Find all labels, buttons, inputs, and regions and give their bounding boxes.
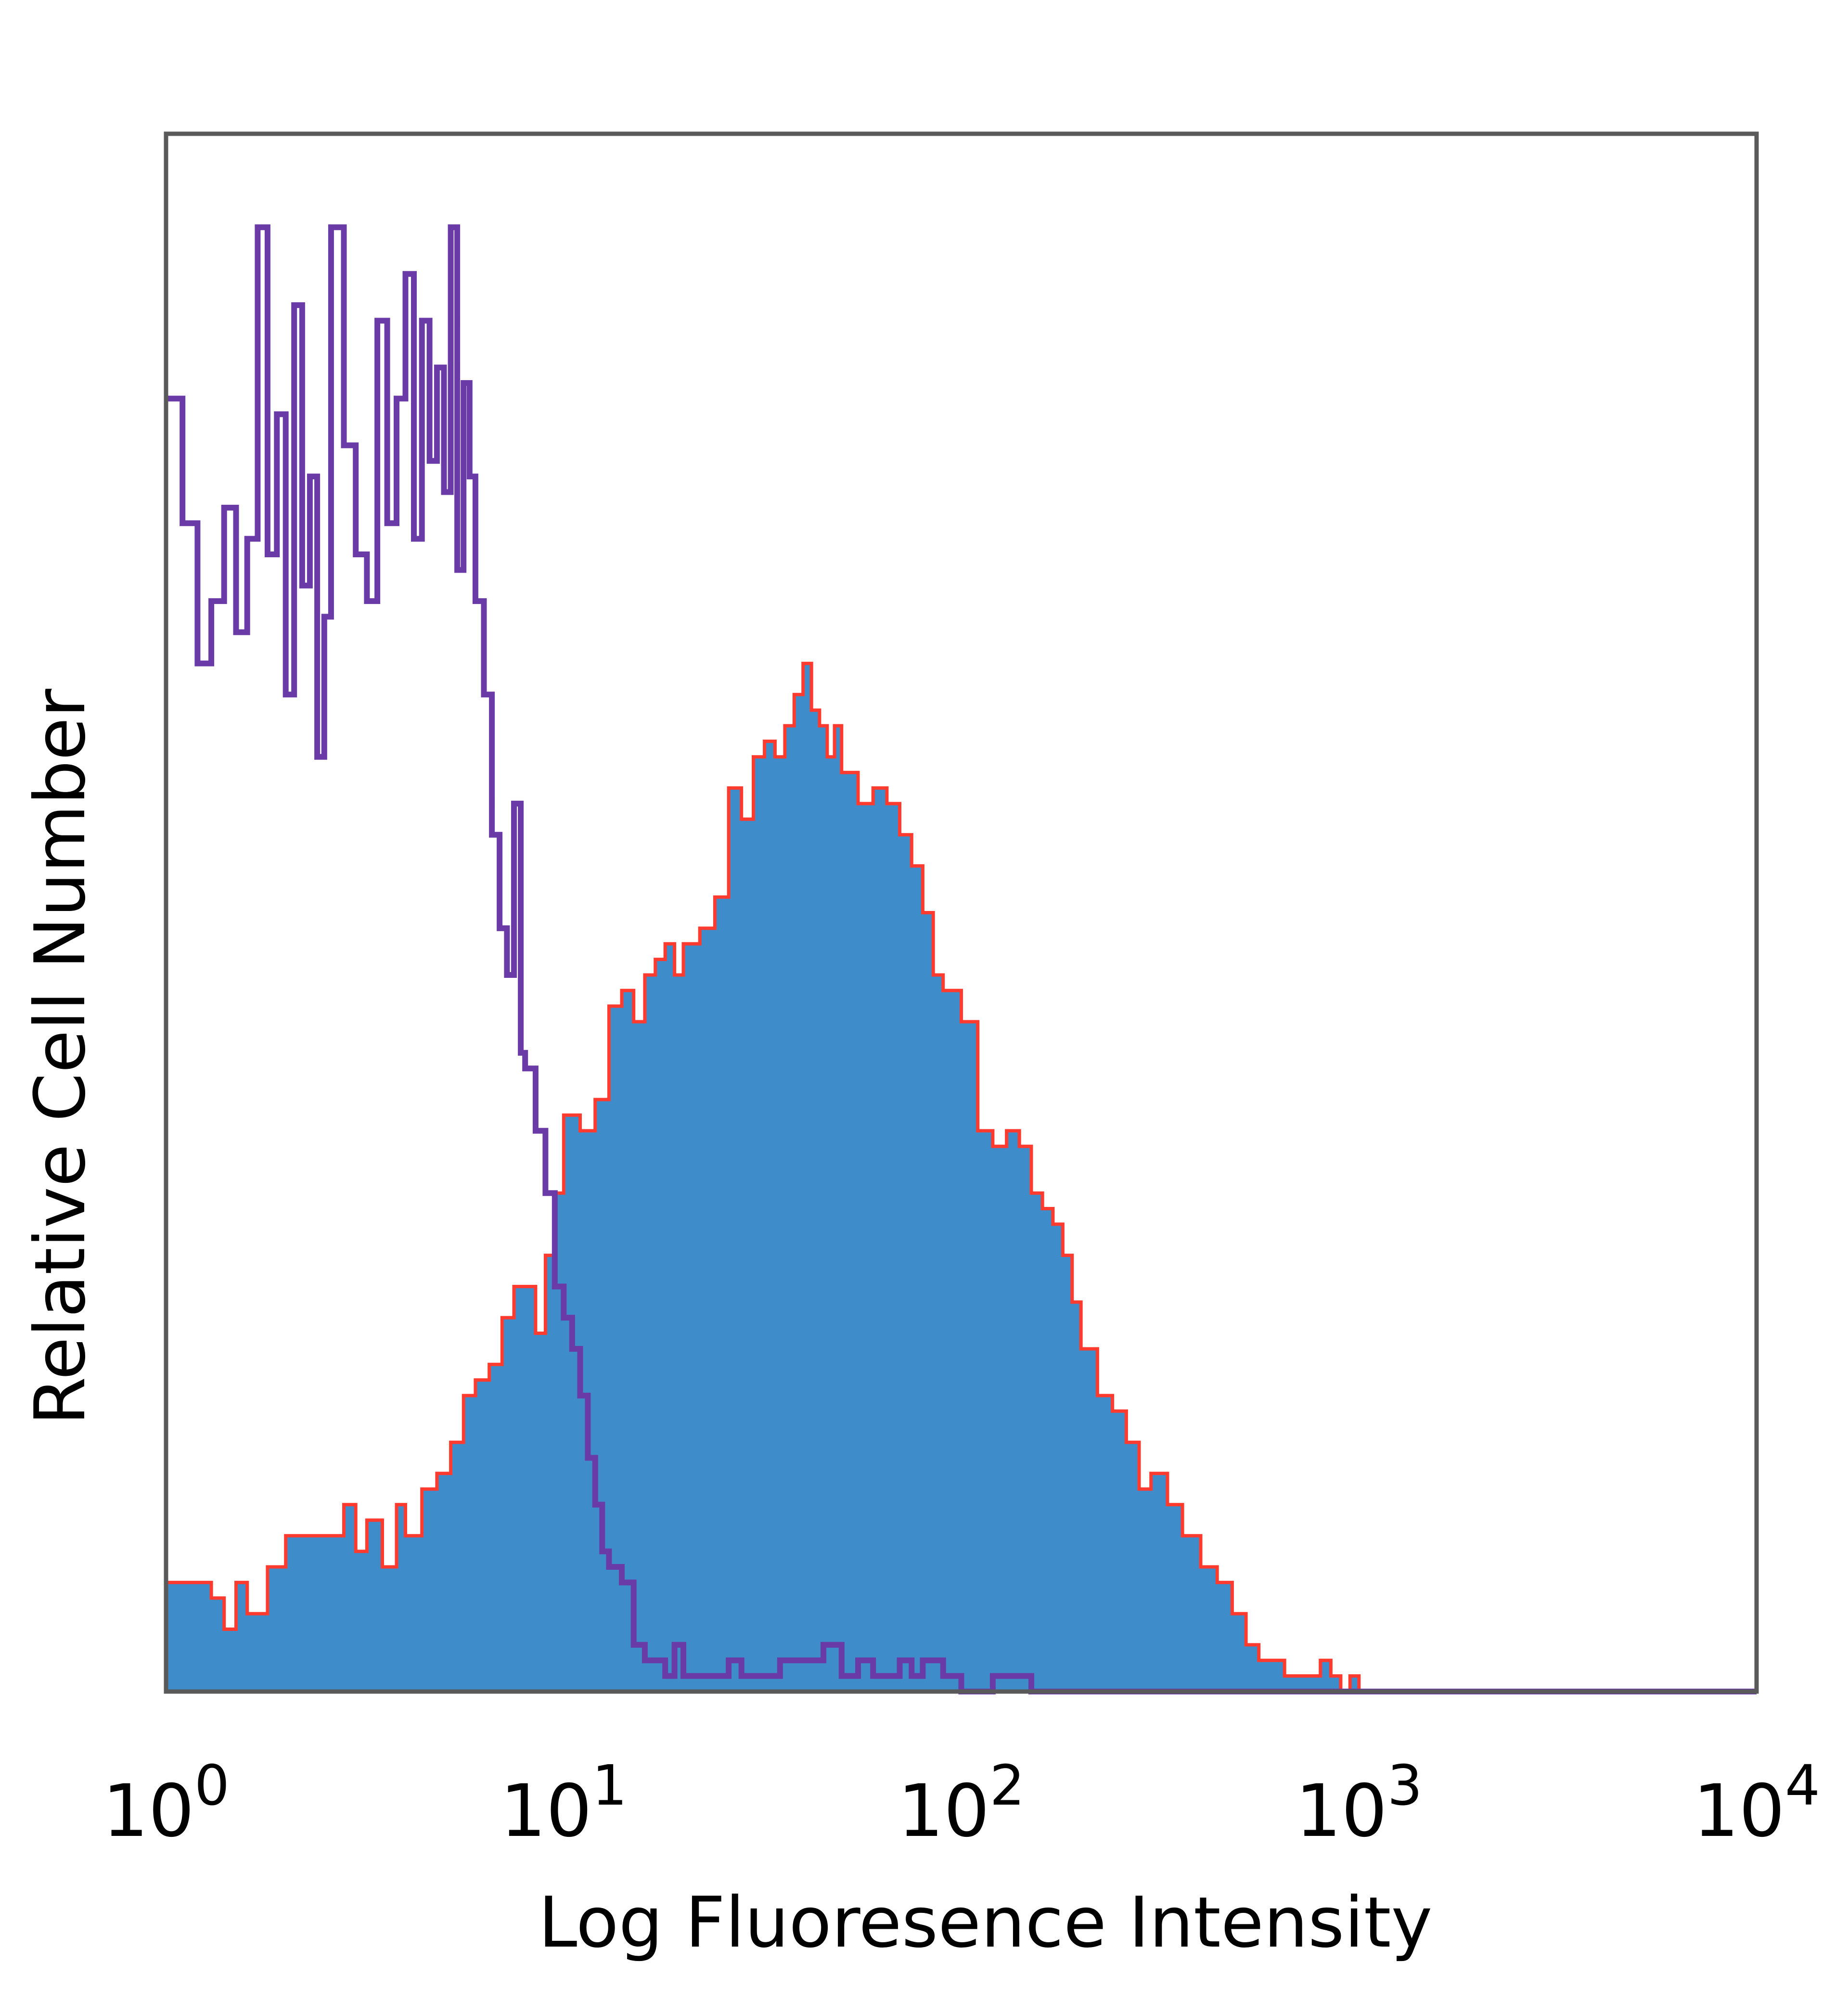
- x-axis-ticks: 100 101 102 103 104: [103, 1754, 1820, 1853]
- plot-frame: [164, 131, 1759, 1694]
- series-layer: [166, 224, 1757, 1694]
- x-axis-title: Log Fluoresence Intensity: [539, 1882, 1433, 1963]
- y-axis-title: Relative Cell Number: [20, 689, 101, 1425]
- x-tick-label: 101: [500, 1754, 627, 1853]
- x-tick-label: 102: [898, 1754, 1025, 1853]
- x-tick-label: 104: [1693, 1754, 1820, 1853]
- control-histogram-line: [166, 224, 1757, 1694]
- filled-histogram-outline: [166, 662, 1361, 1693]
- x-tick-label: 100: [103, 1754, 230, 1853]
- x-tick-label: 103: [1296, 1754, 1423, 1853]
